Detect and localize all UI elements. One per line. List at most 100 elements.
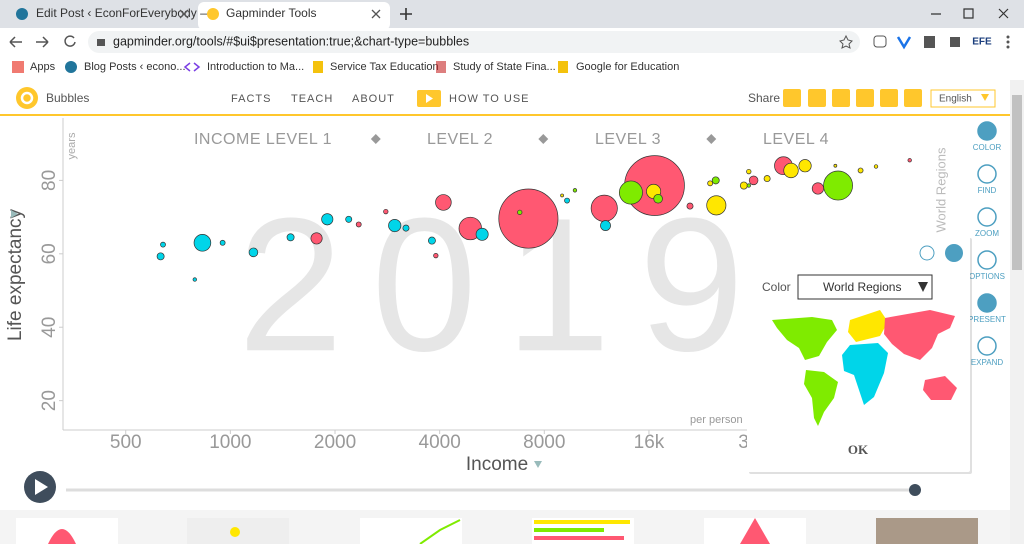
bubble[interactable]: [711, 176, 720, 185]
bubble[interactable]: [383, 208, 389, 215]
bookmark-star[interactable]: [839, 34, 853, 49]
y-axis-title[interactable]: Life expectancy: [5, 208, 26, 341]
bubble[interactable]: [873, 164, 879, 169]
bubble[interactable]: [564, 197, 570, 204]
bubble[interactable]: [746, 183, 751, 188]
chart-thumbnails[interactable]: [16, 518, 978, 544]
extension[interactable]: [924, 36, 935, 48]
tool-label[interactable]: ZOOM: [975, 229, 999, 238]
tool-label[interactable]: FIND: [978, 186, 997, 195]
extension-label[interactable]: EFE: [972, 37, 992, 48]
bubble[interactable]: [160, 241, 166, 248]
ok-button[interactable]: OK: [848, 442, 869, 457]
bubble[interactable]: [355, 221, 362, 228]
world-map[interactable]: [772, 310, 957, 426]
tool-icon[interactable]: [977, 293, 997, 313]
tool-label[interactable]: EXPAND: [971, 358, 1004, 367]
extension[interactable]: [896, 36, 912, 50]
bubble[interactable]: [857, 167, 864, 174]
tool-label[interactable]: OPTIONS: [969, 272, 1005, 281]
bubble[interactable]: [748, 175, 759, 186]
bubble[interactable]: [433, 253, 439, 259]
bookmark[interactable]: Google for Education: [576, 61, 679, 73]
nav-link[interactable]: FACTS: [231, 93, 271, 105]
bookmark[interactable]: Blog Posts ‹ econo...: [84, 61, 186, 73]
tool-label[interactable]: COLOR: [973, 143, 1002, 152]
logo[interactable]: [16, 87, 38, 109]
tool-label[interactable]: PRESENT: [968, 315, 1006, 324]
bubble[interactable]: [600, 220, 611, 231]
bubble[interactable]: [193, 234, 212, 252]
window-controls[interactable]: [931, 8, 1009, 19]
panel-icon[interactable]: [919, 245, 935, 261]
bubble[interactable]: [475, 227, 489, 241]
omnibox[interactable]: [88, 31, 860, 53]
color-selected[interactable]: World Regions: [823, 280, 901, 294]
x-axis-title[interactable]: Income: [466, 454, 528, 475]
bubble[interactable]: [686, 202, 694, 210]
bubble[interactable]: [811, 182, 824, 195]
bubble[interactable]: [435, 194, 452, 211]
color-select[interactable]: [797, 274, 933, 300]
bubble[interactable]: [783, 162, 799, 179]
bubble[interactable]: [219, 239, 226, 246]
bubble[interactable]: [707, 180, 714, 187]
bubble[interactable]: [402, 224, 410, 232]
bubble[interactable]: [248, 247, 259, 258]
nav-link[interactable]: HOW TO USE: [449, 93, 530, 105]
new-tab[interactable]: [400, 8, 412, 20]
language-select[interactable]: [930, 89, 996, 108]
bubble[interactable]: [427, 236, 436, 245]
url[interactable]: gapminder.org/tools/#$ui$presentation:tr…: [113, 34, 469, 48]
extension[interactable]: [950, 37, 960, 47]
bubble[interactable]: [321, 213, 334, 226]
bubble[interactable]: [798, 159, 812, 173]
bubble[interactable]: [286, 233, 295, 242]
bubble[interactable]: [653, 194, 663, 204]
share-buttons[interactable]: [783, 89, 922, 107]
tab-title[interactable]: Gapminder Tools: [226, 6, 317, 20]
reload[interactable]: [64, 35, 76, 47]
bubble[interactable]: [739, 181, 748, 190]
color-legend-title[interactable]: World Regions: [933, 147, 948, 233]
bubble[interactable]: [156, 252, 165, 261]
bubble[interactable]: [560, 193, 564, 198]
extension[interactable]: [873, 35, 887, 48]
tool-icon[interactable]: [977, 336, 997, 356]
bubble[interactable]: [192, 277, 197, 282]
bubble[interactable]: [907, 158, 912, 163]
bubble[interactable]: [823, 170, 853, 201]
bubble[interactable]: [310, 232, 323, 245]
tool-icon[interactable]: [977, 121, 997, 141]
bubble[interactable]: [706, 195, 727, 216]
scroll-thumb[interactable]: [1012, 95, 1022, 270]
slider-handle[interactable]: [909, 484, 921, 496]
bubble[interactable]: [746, 168, 752, 175]
bookmark[interactable]: Study of State Fina...: [453, 61, 556, 73]
tool-icon[interactable]: [977, 164, 997, 184]
apps-icon: [12, 61, 24, 73]
active-tab[interactable]: [198, 2, 390, 30]
language[interactable]: English: [939, 94, 972, 105]
nav-buttons[interactable]: [9, 36, 49, 48]
bubble[interactable]: [345, 215, 353, 223]
tab-title[interactable]: Edit Post ‹ EconForEverybody —: [36, 6, 212, 20]
bookmark[interactable]: Introduction to Ma...: [207, 61, 304, 73]
bubble[interactable]: [833, 163, 838, 168]
bubble[interactable]: [517, 209, 523, 215]
nav-link[interactable]: TEACH: [291, 93, 333, 105]
nav-link[interactable]: ABOUT: [352, 93, 395, 105]
bubble[interactable]: [572, 188, 578, 193]
bookmark[interactable]: Service Tax Education: [330, 61, 439, 73]
bubble[interactable]: [388, 219, 402, 233]
bookmark[interactable]: Apps: [30, 61, 56, 73]
tool-icon[interactable]: [977, 207, 997, 227]
pin-icon[interactable]: [945, 244, 963, 262]
bubble[interactable]: [498, 188, 559, 249]
bubble[interactable]: [763, 175, 771, 183]
tab-close[interactable]: [179, 9, 381, 19]
tool-icon[interactable]: [977, 250, 997, 270]
bubble[interactable]: [618, 180, 643, 205]
bubble[interactable]: [590, 194, 618, 222]
